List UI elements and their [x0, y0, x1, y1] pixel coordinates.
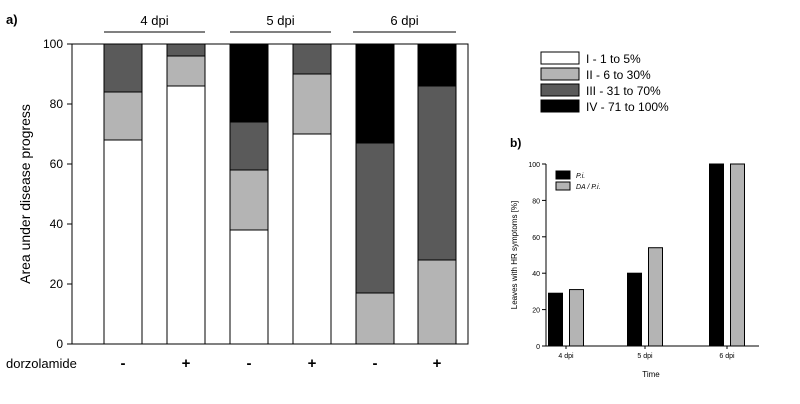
- stacked-bar-segment: [292, 133, 332, 345]
- panel-b-y-tick-label: 80: [532, 198, 540, 205]
- panel-b-y-axis-label: Leaves with HR symptoms [%]: [510, 201, 519, 309]
- panel-a-chart: a) Area under disease progress dorzolami…: [6, 12, 669, 372]
- stacked-bar-segment: [103, 139, 143, 345]
- legend-swatch: [540, 67, 580, 81]
- legend-swatch: [540, 51, 580, 65]
- stacked-bar-segment: [355, 142, 395, 294]
- grouped-bar: [730, 163, 745, 347]
- stacked-bar-segment: [166, 43, 206, 57]
- panel-b-x-axis-label: Time: [642, 370, 660, 379]
- panel-a-y-tick-label: 60: [50, 157, 64, 171]
- panel-b-x-tick-label: 5 dpi: [637, 353, 653, 360]
- legend-entry-label: IV - 71 to 100%: [586, 100, 669, 114]
- legend-swatch: [540, 99, 580, 113]
- panel-b-y-tick-label: 100: [528, 162, 540, 169]
- group-label: 6 dpi: [390, 13, 418, 28]
- stacked-bar-segment: [355, 43, 395, 144]
- legend-swatch: [540, 83, 580, 97]
- stacked-bar-segment: [166, 55, 206, 87]
- panel-b-chart: b) Leaves with HR symptoms [%] Time 0 20 4…: [510, 136, 759, 379]
- panel-a-plot-frame: [71, 43, 469, 345]
- stacked-bar-segment: [166, 85, 206, 345]
- panel-b-legend-label: DA / P.i.: [576, 184, 601, 191]
- stacked-bar-segment: [355, 292, 395, 345]
- legend-entry-label: III - 31 to 70%: [586, 84, 661, 98]
- stacked-bar-segment: [103, 43, 143, 93]
- stacked-bar-segment: [103, 91, 143, 141]
- legend-entry-label: I - 1 to 5%: [586, 52, 641, 66]
- dorzolamide-sign-label: +: [308, 355, 317, 372]
- grouped-bar: [569, 289, 584, 347]
- grouped-bar: [709, 163, 724, 347]
- stacked-bar-segment: [292, 43, 332, 75]
- dorzolamide-sign-label: +: [182, 355, 191, 372]
- panel-b-legend-swatch: [555, 181, 571, 191]
- panel-b-label: b): [510, 136, 521, 150]
- dorzolamide-sign-label: -: [373, 355, 378, 372]
- panel-a-y-tick-label: 20: [50, 277, 64, 291]
- grouped-bar: [548, 292, 563, 347]
- panel-b-x-tick-label: 4 dpi: [558, 353, 574, 360]
- stacked-bar-segment: [229, 229, 269, 345]
- panel-a-y-tick-label: 100: [43, 37, 63, 51]
- panel-b-legend-swatch: [555, 170, 571, 180]
- stacked-bar-segment: [417, 259, 457, 345]
- grouped-bar: [627, 272, 642, 347]
- panel-b-x-tick-label: 6 dpi: [719, 353, 735, 360]
- legend-entry-label: II - 6 to 30%: [586, 68, 651, 82]
- dorzolamide-sign-label: +: [433, 355, 442, 372]
- panel-a-y-tick-label: 40: [50, 217, 64, 231]
- panel-b-y-tick-label: 20: [532, 308, 540, 315]
- panel-b-y-tick-label: 60: [532, 235, 540, 242]
- group-label: 5 dpi: [266, 13, 294, 28]
- grouped-bar: [648, 247, 663, 347]
- panel-a-y-tick-label: 80: [50, 97, 64, 111]
- stacked-bar-segment: [417, 43, 457, 87]
- panel-a-y-tick-label: 0: [56, 337, 63, 351]
- panel-b-y-tick-label: 40: [532, 271, 540, 278]
- stacked-bar-segment: [229, 169, 269, 231]
- stacked-bar-segment: [229, 43, 269, 123]
- dorzolamide-sign-label: -: [121, 355, 126, 372]
- dorzolamide-row-label: dorzolamide: [6, 356, 77, 371]
- group-label: 4 dpi: [140, 13, 168, 28]
- panel-b-legend-label: P.i.: [576, 173, 585, 180]
- panel-b-y-tick-label: 0: [536, 344, 540, 351]
- panel-a-y-axis-label: Area under disease progress: [17, 104, 33, 284]
- panel-a-label: a): [6, 12, 18, 27]
- dorzolamide-sign-label: -: [247, 355, 252, 372]
- stacked-bar-segment: [292, 73, 332, 135]
- stacked-bar-segment: [229, 121, 269, 171]
- stacked-bar-segment: [417, 85, 457, 261]
